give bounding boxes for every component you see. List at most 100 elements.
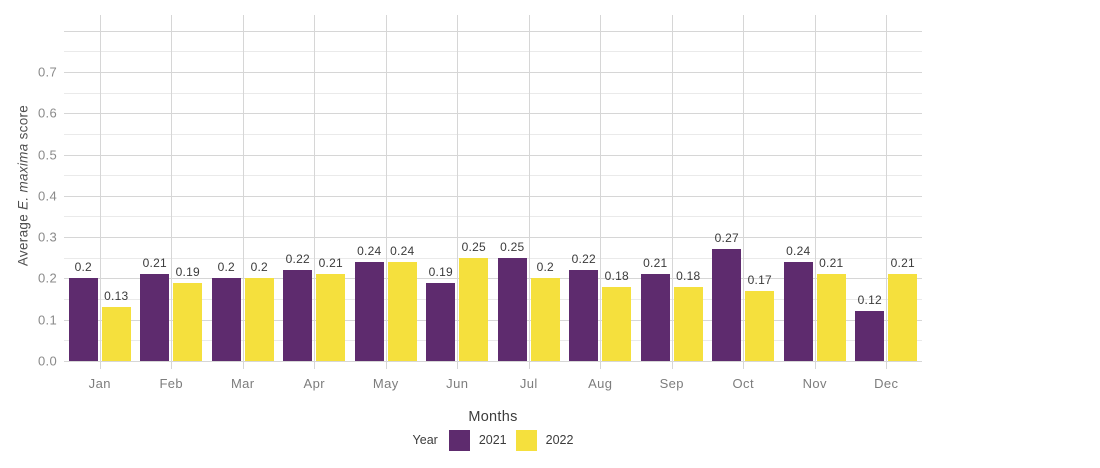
bar-value-label: 0.21: [318, 256, 343, 271]
bar-2022-Nov: [816, 274, 846, 361]
gridline-major: [64, 361, 922, 362]
x-tick-label: Apr: [303, 376, 325, 391]
y-tick-label: 0.5: [38, 147, 57, 162]
bar-value-label: 0.21: [890, 256, 915, 271]
x-tick-label: Jan: [88, 376, 111, 391]
x-tick-label: Mar: [230, 376, 255, 391]
y-tick-label: 0.4: [38, 188, 57, 204]
x-tick-label: Sep: [659, 376, 684, 391]
x-tick-label: Oct: [732, 376, 754, 391]
x-tick-label: Jun: [446, 376, 469, 391]
bar-2022-Jun: [459, 257, 489, 361]
y-tick-label: 0.3: [38, 229, 57, 245]
bar-2021-Jan: [68, 278, 98, 361]
y-tick-label: 0.7: [38, 64, 57, 80]
gridline-major: [64, 195, 922, 197]
gridline-major: [64, 30, 922, 32]
bar-value-label: 0.19: [175, 264, 200, 279]
bar-2021-Sep: [640, 274, 670, 361]
bar-value-label: 0.18: [676, 268, 701, 283]
vertical-gridline: [886, 15, 888, 369]
legend: Year 2021 2022: [64, 428, 922, 452]
gridline-minor: [64, 299, 922, 301]
vertical-gridline: [600, 15, 602, 369]
bar-2022-Aug: [602, 286, 632, 361]
bar-value-label: 0.25: [500, 239, 525, 254]
bar-2022-Mar: [244, 278, 274, 361]
legend-item-2022: 2022: [515, 429, 574, 451]
bar-value-label: 0.24: [357, 243, 382, 258]
bar-2021-Feb: [140, 274, 170, 361]
bar-2021-Dec: [855, 311, 885, 361]
gridline-major: [64, 113, 922, 115]
bar-2022-Feb: [173, 282, 203, 361]
bar-2021-Jun: [426, 282, 456, 361]
bar-2022-Sep: [673, 286, 703, 361]
vertical-gridline: [814, 15, 816, 369]
bar-value-label: 0.21: [142, 256, 167, 271]
gridline-major: [64, 278, 922, 280]
legend-label-2021: 2021: [478, 433, 507, 447]
x-axis-title: Months: [468, 409, 518, 425]
bar-value-label: 0.13: [104, 289, 129, 304]
bar-2022-Jul: [530, 278, 560, 361]
legend-swatch-2021: [448, 429, 470, 451]
bar-value-label: 0.17: [747, 272, 772, 287]
x-tick-label: Nov: [802, 376, 827, 391]
bar-2021-Apr: [283, 270, 313, 361]
vertical-gridline: [528, 15, 530, 369]
legend-item-2021: 2021: [448, 429, 507, 451]
vertical-gridline: [743, 15, 745, 369]
legend-swatch-2022: [515, 429, 537, 451]
y-tick-label: 0.1: [38, 312, 57, 328]
y-tick-label: 0.6: [38, 105, 57, 121]
bar-value-label: 0.24: [786, 243, 811, 258]
x-tick-label: Aug: [588, 376, 613, 391]
gridline-minor: [64, 92, 922, 94]
bar-value-label: 0.21: [643, 256, 668, 271]
gridline-minor: [64, 340, 922, 342]
bar-value-label: 0.21: [819, 256, 844, 271]
vertical-gridline: [242, 15, 244, 369]
vertical-gridline: [99, 15, 101, 369]
bar-2021-Mar: [211, 278, 241, 361]
bar-value-label: 0.24: [390, 243, 415, 258]
bar-value-label: 0.22: [285, 252, 310, 267]
bar-2021-Aug: [569, 270, 599, 361]
x-tick-label: Feb: [159, 376, 184, 391]
legend-label-2022: 2022: [545, 433, 574, 447]
bar-2022-Dec: [888, 274, 918, 361]
bar-2022-Jan: [101, 307, 131, 361]
vertical-gridline: [314, 15, 316, 369]
bar-value-label: 0.2: [250, 260, 268, 275]
vertical-gridline: [385, 15, 387, 369]
bar-2021-Oct: [712, 249, 742, 361]
vertical-gridline: [171, 15, 173, 369]
x-tick-label: May: [372, 376, 399, 391]
bar-value-label: 0.2: [217, 260, 235, 275]
gridline-major: [64, 71, 922, 73]
gridline-minor: [64, 257, 922, 259]
bar-value-label: 0.22: [571, 252, 596, 267]
bar-2022-May: [387, 261, 417, 361]
legend-title: Year: [412, 433, 438, 447]
vertical-gridline: [457, 15, 459, 369]
y-tick-label: 0.2: [38, 270, 57, 286]
bar-value-label: 0.25: [461, 239, 486, 254]
bar-value-label: 0.27: [714, 231, 739, 246]
gridline-major: [64, 319, 922, 321]
bar-2021-Jul: [497, 257, 527, 361]
gridline-major: [64, 154, 922, 156]
vertical-gridline: [671, 15, 673, 369]
x-tick-label: Dec: [874, 376, 899, 391]
gridline-minor: [64, 216, 922, 218]
y-tick-label: 0.0: [38, 353, 57, 369]
bar-value-label: 0.2: [74, 260, 92, 275]
gridline-minor: [64, 175, 922, 177]
bar-value-label: 0.12: [857, 293, 882, 308]
gridline-minor: [64, 51, 922, 53]
bar-2022-Apr: [316, 274, 346, 361]
bar-value-label: 0.19: [428, 264, 453, 279]
